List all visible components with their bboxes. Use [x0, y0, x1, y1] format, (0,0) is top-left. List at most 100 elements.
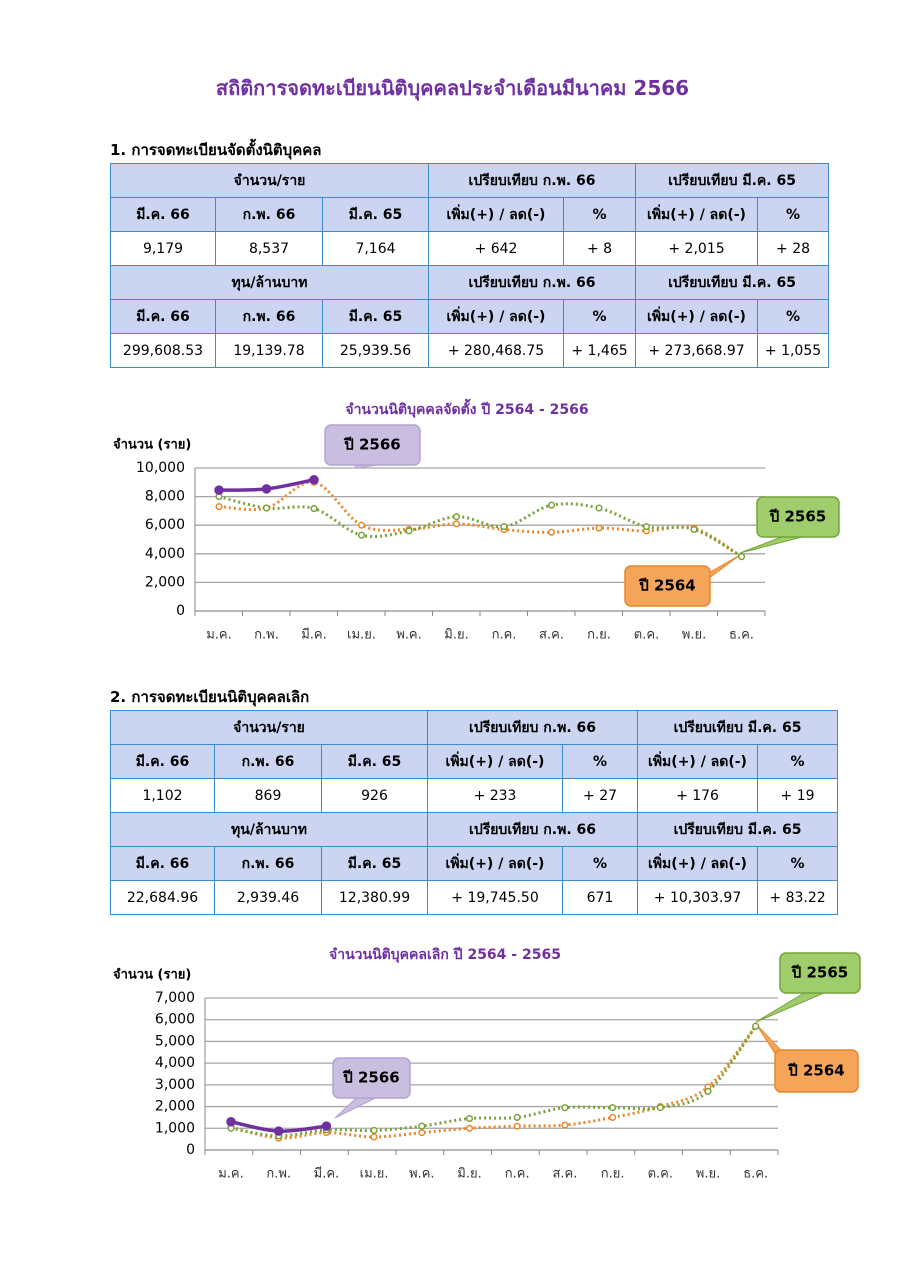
value-cell: 7,164 — [321, 231, 430, 266]
callout-box — [324, 424, 421, 466]
chart-title: จำนวนนิติบุคคลจัดตั้ง ปี 2564 - 2566 — [345, 398, 588, 418]
x-tick-label: ก.ย. — [601, 1167, 625, 1182]
value-cell: 2,939.46 — [214, 880, 322, 915]
column-row: มี.ค. 66 ก.พ. 66 มี.ค. 65 เพิ่ม(+) / ลด(-)%… — [110, 846, 839, 881]
value-cell: 869 — [214, 778, 322, 813]
y-axis-label: จำนวน (ราย) — [113, 967, 191, 983]
column-cell: เพิ่ม(+) / ลด(-) — [428, 197, 565, 232]
value-cell: 25,939.56 — [321, 333, 430, 368]
value-cell: 9,179 — [110, 231, 216, 266]
series-line — [230, 1025, 757, 1138]
value-cell: 1,102 — [110, 778, 215, 813]
y-tick-label: 2,000 — [155, 1099, 195, 1115]
column-row: มี.ค. 66 ก.พ. 66 มี.ค. 65 เพิ่ม(+) / ลด(-)%… — [110, 197, 830, 232]
section-heading: 1. การจดทะเบียนจัดตั้งนิติบุคคล — [110, 141, 322, 159]
callout-box — [779, 952, 861, 994]
value-row: 1,102 869 926 + 233 + 27 + 176 + 19 — [110, 778, 839, 813]
data-point — [547, 528, 556, 536]
callout-box — [774, 1049, 859, 1093]
data-point — [273, 1126, 284, 1136]
y-tick-label: 0 — [176, 603, 185, 619]
data-table: จำนวน/ราย เปรียบเทียบ ก.พ. 66 เปรียบเทียบ … — [109, 710, 839, 915]
value-cell: + 19 — [757, 778, 839, 813]
y-tick-label: 4,000 — [145, 546, 185, 562]
data-point — [357, 531, 366, 539]
value-cell: + 83.22 — [757, 880, 839, 915]
column-cell: % — [757, 846, 839, 881]
column-cell: มี.ค. 66 — [110, 197, 216, 232]
data-point — [214, 485, 224, 495]
header-cell: เปรียบเทียบ ก.พ. 66 — [428, 265, 637, 300]
column-cell: เพิ่ม(+) / ลด(-) — [637, 846, 759, 881]
column-cell: ก.พ. 66 — [214, 744, 322, 779]
callout-pointer — [334, 1097, 376, 1119]
value-cell: 299,608.53 — [110, 333, 216, 368]
x-tick-label: เม.ย. — [347, 628, 376, 643]
x-tick-label: ก.ค. — [492, 628, 517, 643]
value-cell: 8,537 — [215, 231, 323, 266]
header-row: จำนวน/ราย เปรียบเทียบ ก.พ. 66 เปรียบเทียบ … — [109, 163, 830, 198]
header-cell: เปรียบเทียบ มี.ค. 65 — [635, 265, 830, 300]
column-cell: มี.ค. 66 — [110, 299, 216, 334]
section-heading: 2. การจดทะเบียนนิติบุคคลเลิก — [110, 688, 310, 706]
data-point — [595, 504, 603, 512]
header-row: จำนวน/ราย เปรียบเทียบ ก.พ. 66 เปรียบเทียบ … — [109, 710, 839, 745]
header-cell: เปรียบเทียบ ก.พ. 66 — [427, 710, 639, 745]
column-row: มี.ค. 66 ก.พ. 66 มี.ค. 65 เพิ่ม(+) / ลด(-)%… — [110, 299, 830, 334]
x-tick-label: พ.ย. — [682, 628, 706, 643]
column-cell: เพิ่ม(+) / ลด(-) — [427, 846, 564, 881]
x-tick-label: ส.ค. — [539, 628, 564, 643]
data-point — [418, 1122, 426, 1130]
y-tick-label: 3,000 — [155, 1077, 195, 1093]
data-point — [513, 1113, 521, 1121]
column-cell: เพิ่ม(+) / ลด(-) — [427, 744, 564, 779]
column-cell: มี.ค. 65 — [320, 744, 429, 779]
callout-box — [756, 496, 840, 538]
data-point — [418, 1129, 426, 1137]
column-cell: เพิ่ม(+) / ลด(-) — [428, 299, 565, 334]
legend-label: ปี 2566 — [342, 1069, 399, 1087]
y-tick-label: 1,000 — [155, 1120, 195, 1136]
data-point — [752, 1022, 760, 1030]
column-cell: มี.ค. 65 — [320, 846, 429, 881]
header-row: ทุน/ล้านบาท เปรียบเทียบ ก.พ. 66 เปรียบเทีย… — [109, 265, 830, 300]
data-point — [609, 1113, 617, 1121]
y-tick-label: 0 — [186, 1142, 195, 1158]
x-tick-label: เม.ย. — [360, 1167, 389, 1182]
data-point — [500, 523, 508, 531]
data-point — [261, 484, 272, 494]
header-cell: จำนวน/ราย — [109, 163, 430, 198]
data-point — [737, 553, 746, 561]
y-axis-label: จำนวน (ราย) — [113, 437, 191, 453]
value-cell: + 233 — [427, 778, 564, 813]
value-cell: + 27 — [562, 778, 639, 813]
data-point — [547, 501, 556, 509]
y-tick-label: 5,000 — [155, 1033, 195, 1049]
value-cell: 12,380.99 — [320, 880, 429, 915]
x-tick-label: ต.ค. — [634, 628, 659, 643]
callout-pointer — [739, 536, 803, 554]
y-tick-label: 6,000 — [155, 1012, 195, 1028]
data-point — [704, 1087, 712, 1095]
doc-title: สถิติการจดทะเบียนนิติบุคคลประจำเดือนมีนา… — [215, 76, 690, 100]
series-line — [218, 495, 743, 558]
data-point — [656, 1104, 664, 1112]
data-point — [690, 525, 698, 534]
column-cell: % — [563, 197, 637, 232]
column-cell: เพิ่ม(+) / ลด(-) — [637, 744, 759, 779]
legend-label: ปี 2566 — [343, 436, 400, 454]
callout-box — [332, 1057, 411, 1099]
value-row: 22,684.96 2,939.46 12,380.99 + 19,745.50 671… — [110, 880, 839, 915]
column-cell: % — [562, 846, 639, 881]
legend-label: ปี 2564 — [787, 1062, 844, 1080]
header-row: ทุน/ล้านบาท เปรียบเทียบ ก.พ. 66 เปรียบเทีย… — [109, 812, 839, 847]
column-cell: % — [757, 744, 839, 779]
column-cell: % — [563, 299, 637, 334]
value-cell: 22,684.96 — [110, 880, 215, 915]
value-cell: + 8 — [563, 231, 637, 266]
data-point — [465, 1124, 474, 1132]
x-tick-label: ก.ค. — [505, 1167, 530, 1182]
x-tick-label: ธ.ค. — [743, 1167, 768, 1182]
data-point — [465, 1114, 474, 1123]
